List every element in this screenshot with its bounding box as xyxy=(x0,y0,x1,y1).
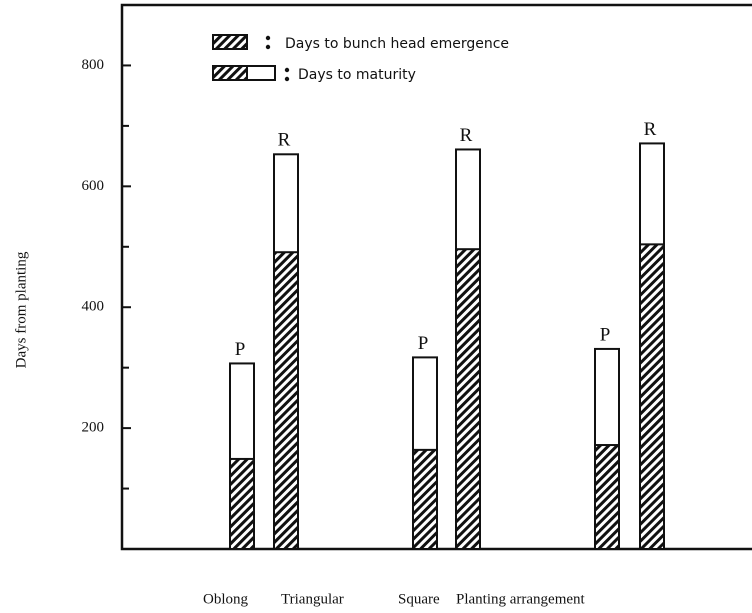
legend: Days to bunch head emergence Days to mat… xyxy=(212,34,509,83)
legend-label: Days to maturity xyxy=(298,67,416,83)
bar-label: R xyxy=(278,130,291,151)
group-label: Square xyxy=(398,591,440,607)
y-axis-label: Days from planting xyxy=(13,251,29,368)
group-label: Oblong xyxy=(203,591,249,607)
bar-emergence xyxy=(455,248,481,550)
y-tick-label: 400 xyxy=(82,299,105,315)
bar-label: R xyxy=(460,125,473,146)
bar-label: R xyxy=(644,119,657,140)
legend-swatch xyxy=(212,65,248,81)
y-tick-label: 600 xyxy=(82,178,105,194)
legend-colon xyxy=(265,35,271,41)
y-tick-label: 800 xyxy=(82,57,105,73)
legend-swatch xyxy=(212,34,248,50)
group-label: Triangular xyxy=(281,591,344,607)
bar-label: P xyxy=(600,324,611,345)
legend-colon xyxy=(265,44,271,50)
bar-emergence xyxy=(594,444,620,550)
legend-swatch xyxy=(246,65,276,81)
bar-emergence xyxy=(639,243,665,551)
legend-colon xyxy=(284,76,290,82)
bar-label: P xyxy=(418,333,429,354)
bar-emergence xyxy=(273,251,299,550)
y-tick-label: 200 xyxy=(82,420,105,436)
bar-emergence xyxy=(229,457,255,550)
legend-colon xyxy=(284,67,290,73)
legend-label: Days to bunch head emergence xyxy=(285,36,509,52)
bar-label: P xyxy=(235,339,246,360)
x-axis-label: Planting arrangement xyxy=(456,591,586,607)
bar-emergence xyxy=(412,448,438,551)
